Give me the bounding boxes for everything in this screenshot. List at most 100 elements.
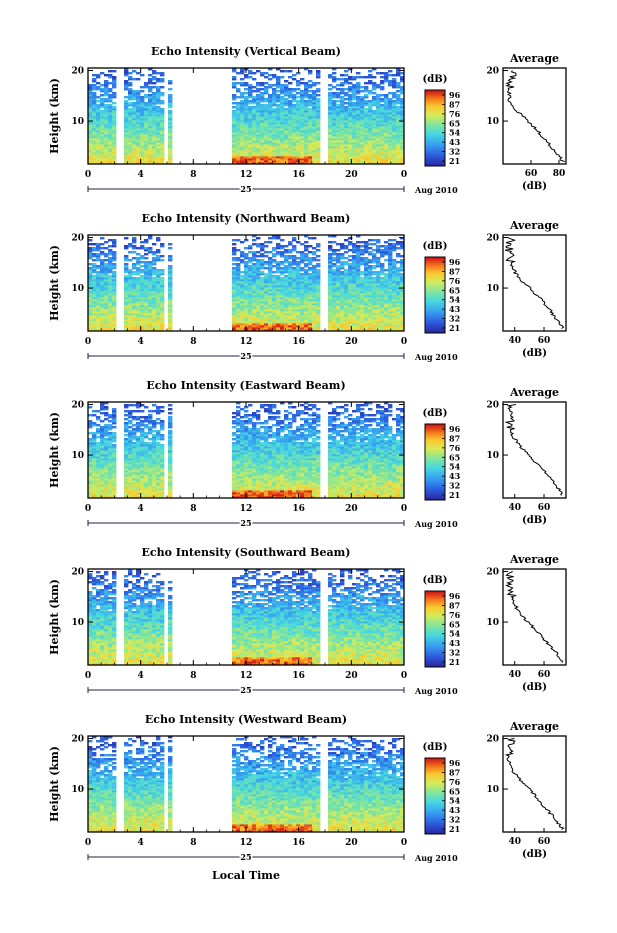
heatmap-cell: [276, 94, 280, 96]
heatmap-cell: [392, 100, 396, 102]
heatmap-cell: [232, 106, 236, 108]
heatmap-cell: [140, 255, 144, 257]
heatmap-cell: [100, 98, 104, 100]
colorbar-unit-label: (dB): [423, 74, 448, 85]
heatmap-cell: [300, 90, 304, 92]
heatmap-cell: [356, 241, 360, 243]
heatmap-cell: [336, 88, 340, 90]
heatmap-cell: [88, 84, 92, 86]
heatmap-cell: [128, 251, 132, 253]
heatmap-cell: [292, 104, 296, 106]
heatmap-cell: [140, 265, 144, 267]
heatmap-cell: [128, 269, 132, 271]
heatmap-cell: [100, 94, 104, 96]
heatmap-cell: [332, 263, 336, 265]
heatmap-cell: [152, 82, 156, 84]
heatmap-cell: [256, 251, 260, 253]
heatmap-cell: [96, 100, 100, 102]
heatmap-cell: [372, 243, 376, 245]
heatmap-cell: [388, 92, 392, 94]
heatmap-cell: [264, 98, 268, 100]
heatmap-cell: [272, 108, 276, 110]
heatmap-cell: [240, 92, 244, 94]
heatmap-cell: [160, 259, 164, 261]
heatmap-cell: [156, 237, 160, 239]
heatmap-cell: [168, 247, 172, 249]
average-panel: [503, 235, 566, 331]
heatmap-cell: [144, 261, 148, 263]
heatmap-cell: [264, 86, 268, 88]
heatmap-cell: [92, 253, 96, 255]
heatmap-cell: [312, 237, 316, 239]
heatmap-cell: [372, 76, 376, 78]
heatmap-cell: [168, 110, 172, 112]
heatmap-cell: [388, 239, 392, 241]
heatmap-cell: [280, 76, 284, 78]
heatmap-cell: [168, 88, 172, 90]
heatmap-cell: [364, 257, 368, 259]
heatmap-cell: [368, 80, 372, 82]
heatmap-cell: [356, 96, 360, 98]
heatmap-cell: [344, 74, 348, 76]
panel-title: Echo Intensity (Northward Beam): [142, 212, 351, 225]
heatmap-cell: [112, 70, 116, 72]
heatmap-cell: [368, 247, 372, 249]
heatmap-cell: [368, 243, 372, 245]
heatmap-cell: [160, 269, 164, 271]
heatmap-cell: [264, 72, 268, 74]
heatmap-cell: [308, 80, 312, 82]
heatmap-cell: [140, 275, 144, 277]
heatmap-cell: [160, 72, 164, 74]
heatmap-cell: [260, 243, 264, 245]
heatmap-cell: [336, 243, 340, 245]
panel-title: Echo Intensity (Vertical Beam): [151, 45, 341, 58]
heatmap-cell: [360, 245, 364, 247]
heatmap-cell: [156, 86, 160, 88]
heatmap-cell: [356, 245, 360, 247]
heatmap-cell: [264, 267, 268, 269]
heatmap-cell: [332, 241, 336, 243]
heatmap-cell: [332, 257, 336, 259]
heatmap-cell: [260, 72, 264, 74]
heatmap-cell: [152, 76, 156, 78]
heatmap-cell: [316, 263, 320, 265]
heatmap-cell: [260, 104, 264, 106]
average-panel: [503, 68, 566, 164]
heatmap-cell: [348, 86, 352, 88]
heatmap-cell: [336, 100, 340, 102]
heatmap-cell: [344, 106, 348, 108]
heatmap-cell: [140, 245, 144, 247]
heatmap-cell: [104, 98, 108, 100]
heatmap-cell: [380, 98, 384, 100]
heatmap-cell: [276, 275, 280, 277]
heatmap-cell: [288, 82, 292, 84]
heatmap-cell: [144, 102, 148, 104]
heatmap-cell: [144, 94, 148, 96]
x-tick-label: 8: [190, 170, 196, 180]
heatmap-cell: [140, 96, 144, 98]
heatmap-cell: [352, 243, 356, 245]
heatmap-cell: [336, 92, 340, 94]
heatmap-cell: [96, 96, 100, 98]
heatmap-cell: [292, 267, 296, 269]
heatmap-cell: [140, 90, 144, 92]
heatmap-cell: [104, 80, 108, 82]
colorbar-tick-label: 21: [449, 323, 460, 333]
heatmap-cell: [236, 249, 240, 251]
heatmap-cell: [124, 80, 128, 82]
heatmap-cell: [96, 82, 100, 84]
heatmap-cell: [272, 253, 276, 255]
heatmap-cell: [308, 90, 312, 92]
heatmap-cell: [156, 269, 160, 271]
heatmap-cell: [160, 78, 164, 80]
heatmap-cell: [396, 94, 400, 96]
heatmap-cell: [308, 245, 312, 247]
heatmap-cell: [328, 253, 332, 255]
heatmap-cell: [284, 98, 288, 100]
heatmap-cell: [380, 249, 384, 251]
heatmap-cell: [300, 273, 304, 275]
heatmap-cell: [328, 245, 332, 247]
average-x-tick-label: 60: [525, 169, 538, 179]
heatmap-cell: [136, 277, 140, 279]
heatmap-cell: [336, 78, 340, 80]
